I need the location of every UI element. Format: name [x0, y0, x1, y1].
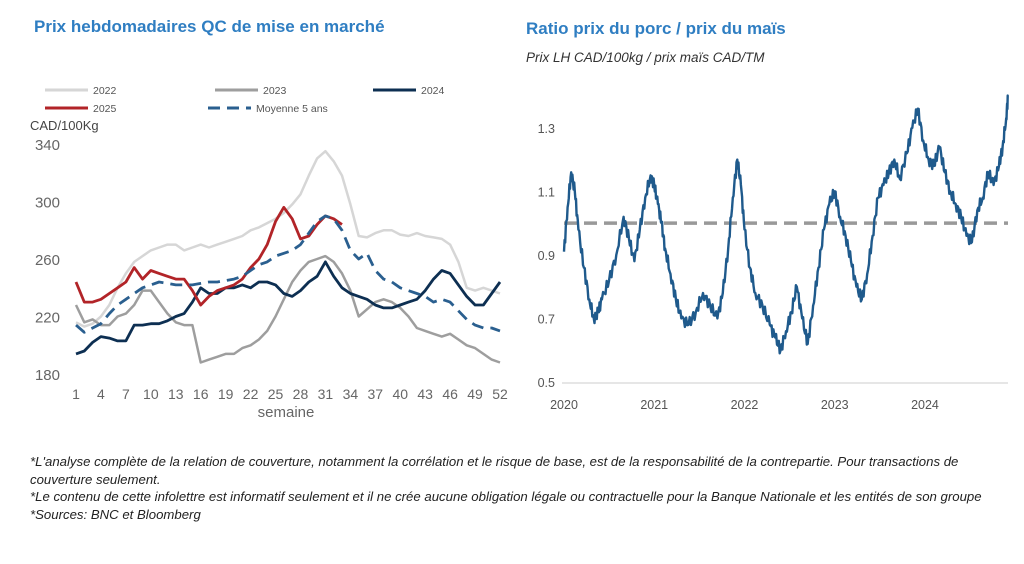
chart2-x-ticks: 2020 2021 2022 2023 2024 — [550, 398, 939, 412]
chart1-y-tick-label: 260 — [35, 252, 60, 269]
chart1-x-tick-label: 52 — [492, 386, 508, 402]
chart1-x-tick-label: 43 — [417, 386, 433, 402]
chart1-x-tick-label: 4 — [97, 386, 105, 402]
chart2-title: Ratio prix du porc / prix du maïs — [526, 19, 786, 38]
chart2-x-tick-label: 2022 — [731, 398, 759, 412]
chart2-x-tick-label: 2023 — [821, 398, 849, 412]
chart1-y-tick-label: 300 — [35, 195, 60, 212]
series-line-2022 — [75, 149, 501, 328]
chart1-x-tick-label: 34 — [343, 386, 359, 402]
ratio-series-line — [562, 94, 1009, 355]
chart1-x-tick-label: 1 — [72, 386, 80, 402]
chart2-x-tick-label: 2020 — [550, 398, 578, 412]
chart1-x-tick-label: 31 — [318, 386, 334, 402]
pork-corn-ratio-chart: 0.5 0.7 0.9 1.1 1.3 2020 2021 2022 2023 2024 — [538, 94, 1009, 412]
chart1-x-tick-label: 7 — [122, 386, 130, 402]
chart2-y-ticks: 0.5 0.7 0.9 1.1 1.3 — [538, 122, 555, 390]
legend-label: Moyenne 5 ans — [256, 103, 328, 115]
chart2-y-tick-label: 0.7 — [538, 312, 555, 326]
legend-label: 2022 — [93, 85, 117, 97]
chart1-x-tick-label: 22 — [243, 386, 259, 402]
chart1-y-ticks: 180 220 260 300 340 — [35, 137, 60, 384]
chart2-y-tick-label: 1.1 — [538, 185, 555, 199]
footnote-disclaimer: *Le contenu de cette infolettre est info… — [30, 489, 982, 504]
chart2-x-tick-label: 2021 — [640, 398, 668, 412]
chart1-x-tick-label: 37 — [368, 386, 384, 402]
chart1-x-tick-label: 25 — [268, 386, 284, 402]
chart2-subtitle: Prix LH CAD/100kg / prix maïs CAD/TM — [526, 50, 765, 65]
chart1-x-tick-label: 10 — [143, 386, 159, 402]
chart1-series — [74, 149, 502, 364]
chart1-x-tick-label: 13 — [168, 386, 184, 402]
legend-label: 2025 — [93, 103, 117, 115]
chart1-title: Prix hebdomadaires QC de mise en marché — [34, 17, 385, 36]
chart2-y-tick-label: 0.9 — [538, 249, 555, 263]
footnotes: *L'analyse complète de la relation de co… — [30, 453, 990, 523]
legend-label: 2024 — [421, 85, 445, 97]
chart1-y-tick-label: 340 — [35, 137, 60, 154]
chart1-x-tick-label: 40 — [392, 386, 408, 402]
series-line-2025 — [74, 205, 343, 307]
series-line-moyenne-5-ans — [75, 214, 501, 334]
chart1-x-axis-label: semaine — [258, 404, 315, 421]
chart1-x-ticks: 1 4 7 10 13 16 19 22 25 28 31 34 37 40 43 46 49 52 — [72, 386, 508, 402]
chart1-x-tick-label: 16 — [193, 386, 209, 402]
chart2-y-tick-label: 0.5 — [538, 376, 555, 390]
chart1-x-tick-label: 19 — [218, 386, 234, 402]
footnote-sources: *Sources: BNC et Bloomberg — [30, 506, 201, 522]
chart1-y-axis-label: CAD/100Kg — [30, 118, 99, 133]
legend-label: 2023 — [263, 85, 287, 97]
chart2-series — [562, 94, 1009, 355]
chart2-x-tick-label: 2024 — [911, 398, 939, 412]
footnote-coverage: *L'analyse complète de la relation de co… — [30, 454, 959, 487]
chart1-x-tick-label: 28 — [293, 386, 309, 402]
chart1-x-tick-label: 46 — [442, 386, 458, 402]
series-line-2023 — [74, 254, 501, 364]
series-line-2024 — [75, 260, 502, 356]
chart1-y-tick-label: 220 — [35, 310, 60, 327]
chart1-x-tick-label: 49 — [467, 386, 483, 402]
chart1-y-tick-label: 180 — [35, 367, 60, 384]
chart1-legend: 2022 2023 2024 2025 Moyenne 5 ans — [45, 85, 445, 115]
chart2-y-tick-label: 1.3 — [538, 122, 555, 136]
